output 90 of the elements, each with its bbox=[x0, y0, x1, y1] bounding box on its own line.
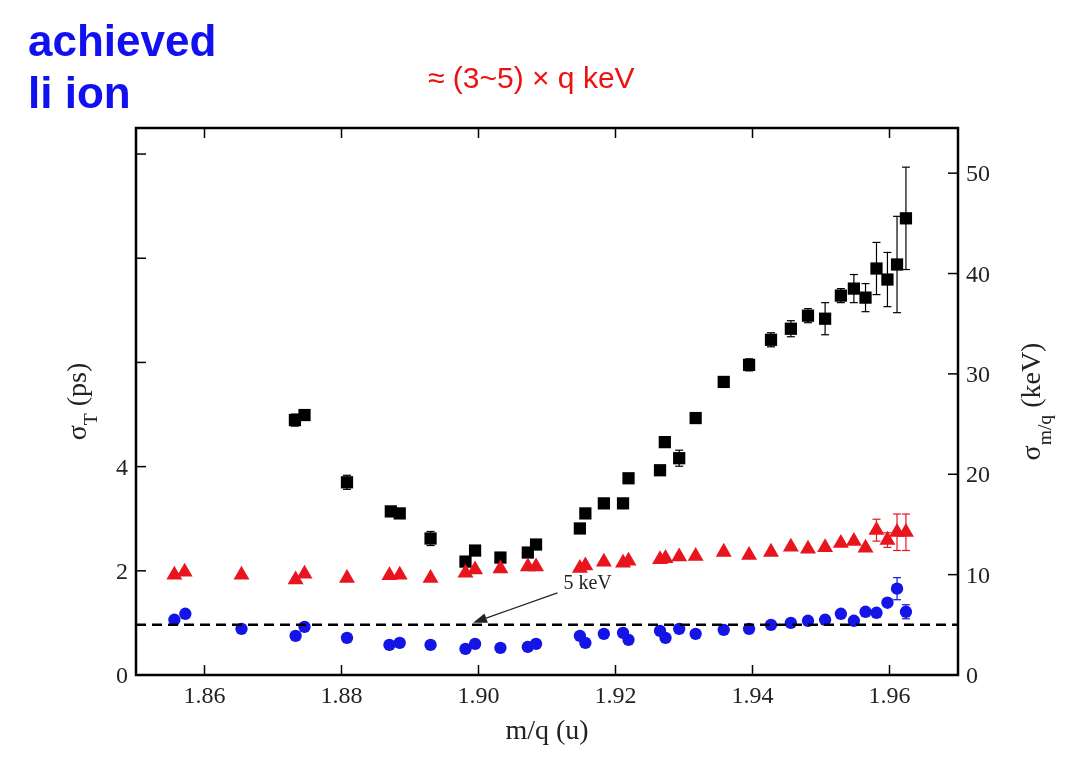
point bbox=[868, 520, 885, 535]
y2-tick-label: 0 bbox=[966, 662, 978, 688]
y-tick-label: 2 bbox=[116, 557, 128, 584]
point bbox=[573, 522, 586, 535]
point bbox=[881, 273, 894, 286]
point bbox=[899, 212, 913, 225]
point bbox=[467, 560, 484, 575]
x-tick-label: 1.90 bbox=[457, 682, 500, 708]
point bbox=[870, 262, 883, 275]
point bbox=[176, 562, 193, 577]
point bbox=[832, 534, 849, 548]
point bbox=[845, 531, 862, 546]
point bbox=[800, 539, 816, 554]
x-tick-label: 1.96 bbox=[868, 682, 911, 708]
point bbox=[834, 607, 848, 620]
point bbox=[529, 637, 543, 651]
y2-tick-label: 20 bbox=[966, 461, 990, 488]
x-tick-label: 1.92 bbox=[594, 682, 637, 708]
point bbox=[897, 523, 914, 537]
point bbox=[782, 537, 799, 552]
point bbox=[528, 557, 545, 572]
point bbox=[597, 627, 611, 641]
point bbox=[622, 472, 635, 485]
point bbox=[383, 638, 396, 652]
point bbox=[818, 312, 832, 325]
point bbox=[658, 436, 671, 449]
point bbox=[595, 552, 612, 567]
x-axis-title: m/q (u) bbox=[505, 714, 589, 745]
point bbox=[424, 638, 437, 652]
point bbox=[859, 291, 872, 304]
point bbox=[689, 411, 702, 425]
point bbox=[847, 614, 861, 627]
point bbox=[817, 538, 834, 552]
point bbox=[459, 642, 472, 656]
x-tick-label: 1.86 bbox=[183, 682, 226, 708]
point bbox=[717, 375, 730, 389]
point bbox=[339, 568, 355, 583]
point bbox=[298, 408, 311, 422]
point bbox=[233, 565, 250, 580]
point bbox=[741, 545, 758, 560]
point bbox=[468, 637, 482, 651]
point bbox=[340, 631, 354, 645]
y2-tick-label: 50 bbox=[966, 160, 990, 187]
y2-tick-label: 40 bbox=[966, 260, 990, 287]
point bbox=[673, 622, 686, 635]
x-tick-label: 1.88 bbox=[320, 682, 363, 708]
point bbox=[494, 551, 507, 564]
point bbox=[890, 258, 904, 271]
point bbox=[818, 613, 832, 626]
y2-tick-label: 10 bbox=[966, 561, 990, 588]
point bbox=[422, 568, 439, 583]
point bbox=[494, 641, 507, 655]
ref-line-label: 5 keV bbox=[563, 570, 613, 593]
point bbox=[622, 633, 635, 647]
point bbox=[289, 629, 302, 643]
point bbox=[784, 616, 798, 629]
y-tick-label: 4 bbox=[116, 453, 128, 480]
point bbox=[579, 507, 592, 520]
point bbox=[870, 606, 883, 619]
text: achieved bbox=[28, 16, 217, 65]
x-tick-label: 1.94 bbox=[731, 682, 774, 708]
point bbox=[616, 497, 630, 510]
point bbox=[393, 636, 406, 650]
point bbox=[579, 636, 592, 650]
point bbox=[296, 564, 313, 579]
text: li ion bbox=[28, 68, 131, 117]
point bbox=[715, 542, 732, 557]
y2-tick-label: 30 bbox=[966, 360, 990, 387]
point bbox=[717, 623, 730, 636]
point bbox=[801, 614, 815, 627]
point bbox=[468, 544, 482, 557]
point bbox=[393, 507, 406, 520]
y-tick-label: 0 bbox=[116, 662, 128, 688]
point bbox=[881, 596, 894, 609]
point bbox=[671, 547, 688, 562]
point bbox=[689, 627, 702, 641]
point bbox=[166, 565, 183, 580]
point bbox=[859, 605, 872, 618]
text: ≈ (3~5) × q keV bbox=[428, 61, 635, 94]
point bbox=[763, 542, 779, 557]
point bbox=[492, 559, 509, 574]
point bbox=[179, 607, 192, 620]
point bbox=[857, 538, 874, 553]
point bbox=[597, 497, 610, 510]
point bbox=[687, 547, 704, 561]
point bbox=[847, 282, 860, 295]
point bbox=[659, 631, 672, 645]
point bbox=[529, 538, 543, 551]
point bbox=[890, 582, 904, 595]
point bbox=[653, 464, 667, 477]
